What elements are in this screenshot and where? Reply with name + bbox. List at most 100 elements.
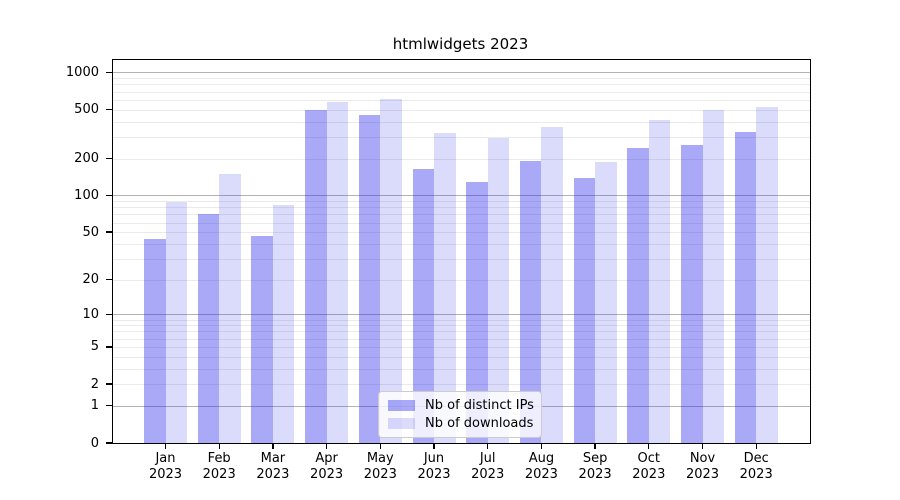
- bar-nb-of-downloads-dec: [756, 107, 778, 443]
- major-gridline: [113, 195, 810, 197]
- y-tick-mark: [106, 442, 113, 444]
- x-tick-mark: [379, 443, 381, 449]
- bar-nb-of-distinct-ips-jul: [466, 182, 488, 443]
- minor-gridline: [113, 214, 810, 216]
- minor-gridline: [113, 258, 810, 260]
- legend-item-distinct-ips: Nb of distinct IPs: [388, 398, 534, 413]
- bar-nb-of-distinct-ips-jun: [412, 168, 434, 443]
- minor-gridline: [113, 325, 810, 327]
- chart-title: htmlwidgets 2023: [392, 35, 529, 53]
- minor-gridline: [113, 201, 810, 203]
- minor-gridline: [113, 319, 810, 321]
- bar-nb-of-downloads-may: [380, 98, 402, 443]
- bar-nb-of-downloads-apr: [326, 101, 349, 443]
- x-tick-mark: [164, 443, 167, 449]
- x-tick-mark: [433, 443, 435, 449]
- minor-gridline: [113, 91, 810, 93]
- minor-gridline: [113, 136, 810, 138]
- y-tick-label: 200: [74, 151, 99, 167]
- minor-gridline: [113, 243, 810, 245]
- y-tick-mark: [106, 383, 113, 385]
- minor-gridline: [113, 109, 810, 111]
- minor-gridline: [113, 356, 810, 358]
- y-tick-label: 50: [82, 224, 99, 240]
- minor-gridline: [113, 279, 810, 281]
- x-tick-mark: [755, 443, 757, 449]
- x-tick-label: Oct 2023: [632, 451, 666, 482]
- bar-nb-of-downloads-aug: [541, 127, 563, 443]
- minor-gridline: [113, 338, 810, 340]
- x-tick-label: Feb 2023: [202, 451, 236, 482]
- y-tick-mark: [106, 157, 113, 160]
- minor-gridline: [113, 331, 810, 333]
- bar-nb-of-distinct-ips-mar: [251, 236, 273, 443]
- x-tick-mark: [594, 443, 596, 449]
- bar-nb-of-downloads-mar: [272, 204, 295, 443]
- y-tick-label: 2: [90, 376, 99, 392]
- bar-nb-of-downloads-jan: [165, 202, 187, 443]
- bar-nb-of-distinct-ips-sep: [573, 177, 596, 443]
- y-tick-label: 10: [82, 306, 99, 322]
- x-tick-mark: [218, 443, 220, 449]
- y-tick-label: 500: [74, 102, 99, 118]
- x-tick-label: Sep 2023: [578, 451, 612, 482]
- x-tick-mark: [540, 443, 543, 449]
- minor-gridline: [113, 222, 810, 224]
- minor-gridline: [113, 346, 810, 348]
- y-tick-mark: [106, 346, 113, 348]
- legend-item-downloads: Nb of downloads: [388, 416, 533, 431]
- minor-gridline: [113, 384, 810, 386]
- y-tick-label: 0: [90, 435, 99, 451]
- minor-gridline: [113, 368, 810, 370]
- x-tick-label: Jun 2023: [417, 451, 451, 482]
- x-tick-mark: [272, 443, 274, 449]
- legend-swatch-downloads: [388, 418, 415, 429]
- bar-nb-of-distinct-ips-feb: [197, 213, 220, 443]
- minor-gridline: [113, 99, 810, 101]
- x-tick-label: Aug 2023: [524, 451, 558, 482]
- bar-nb-of-distinct-ips-dec: [734, 131, 757, 443]
- bar-nb-of-downloads-oct: [648, 120, 671, 443]
- y-tick-label: 1000: [65, 64, 99, 80]
- bar-nb-of-distinct-ips-jan: [144, 238, 166, 443]
- legend: Nb of distinct IPs Nb of downloads: [378, 391, 542, 438]
- major-gridline: [113, 72, 810, 74]
- bar-nb-of-distinct-ips-oct: [627, 147, 649, 443]
- bar-nb-of-downloads-nov: [702, 110, 724, 443]
- y-tick-label: 20: [82, 272, 99, 288]
- plot-area: 0 1 2 5 10 20 50 100 200 500 1000 Jan 2023 Feb 2023…: [66, 59, 811, 482]
- y-tick-mark: [106, 231, 113, 233]
- y-tick-label: 1: [90, 398, 99, 414]
- x-tick-label: Dec 2023: [739, 451, 773, 482]
- bar-nb-of-downloads-jul: [487, 137, 510, 443]
- x-tick-label: Nov 2023: [685, 451, 720, 482]
- x-tick-label: Apr 2023: [310, 451, 344, 482]
- bar-nb-of-distinct-ips-nov: [681, 145, 703, 443]
- x-tick-label: Jul 2023: [471, 451, 505, 482]
- bar-nb-of-downloads-jun: [434, 133, 456, 443]
- x-tick-label: Mar 2023: [256, 451, 290, 482]
- y-tick-mark: [106, 279, 113, 281]
- minor-gridline: [113, 121, 810, 123]
- minor-gridline: [113, 78, 810, 80]
- legend-label-distinct-ips: Nb of distinct IPs: [425, 398, 534, 413]
- y-tick-mark: [106, 405, 113, 407]
- bar-nb-of-distinct-ips-apr: [305, 110, 327, 443]
- minor-gridline: [113, 158, 810, 160]
- legend-label-downloads: Nb of downloads: [425, 416, 534, 431]
- x-tick-mark: [701, 443, 704, 449]
- y-tick-mark: [106, 194, 113, 197]
- bar-nb-of-distinct-ips-may: [358, 114, 381, 443]
- x-tick-label: May 2023: [363, 451, 397, 482]
- x-tick-label: Jan 2023: [148, 451, 183, 482]
- minor-gridline: [113, 207, 810, 209]
- y-tick-mark: [106, 313, 113, 316]
- x-tick-mark: [648, 443, 650, 449]
- y-tick-label: 100: [74, 187, 99, 203]
- y-tick-label: 5: [90, 339, 99, 355]
- bar-nb-of-downloads-feb: [219, 173, 241, 443]
- bar-nb-of-downloads-sep: [595, 162, 617, 443]
- bar-nb-of-distinct-ips-aug: [519, 161, 542, 443]
- legend-swatch-distinct-ips: [388, 400, 415, 411]
